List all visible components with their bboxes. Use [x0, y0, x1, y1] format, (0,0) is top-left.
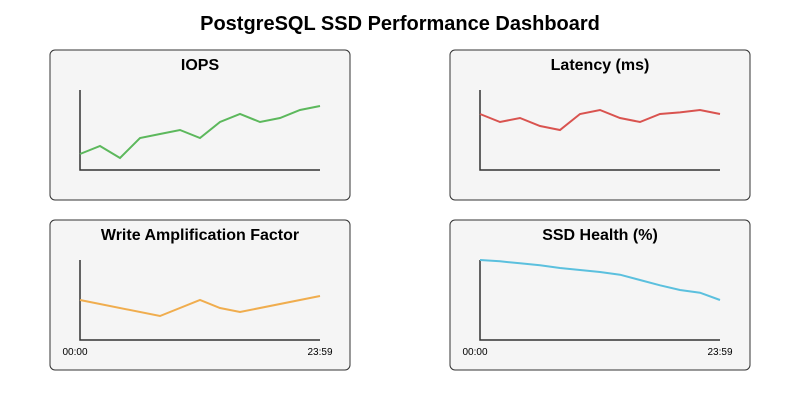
- panel-health-axes: [479, 260, 720, 341]
- panel-latency: Latency (ms): [449, 49, 751, 201]
- dashboard-title: PostgreSQL SSD Performance Dashboard: [200, 13, 600, 35]
- panel-waf-axes: [79, 260, 320, 341]
- panel-iops-frame: [49, 49, 351, 201]
- latency-series-line: [479, 108, 721, 132]
- waf-x-tick-end: 23:59: [307, 347, 332, 358]
- waf-series-line: [79, 295, 321, 318]
- panel-iops-axes: [79, 90, 320, 171]
- panel-health: SSD Health (%) 00:00 23:59: [449, 219, 751, 371]
- panel-health-title: SSD Health (%): [542, 227, 658, 244]
- panel-waf-title: Write Amplification Factor: [101, 227, 299, 244]
- panel-latency-axes: [479, 90, 720, 171]
- health-series-line: [479, 259, 721, 301]
- health-x-tick-start: 00:00: [462, 347, 487, 358]
- panel-waf-frame: [49, 219, 351, 371]
- waf-x-tick-start: 00:00: [62, 347, 87, 358]
- iops-series-line: [79, 105, 321, 160]
- panel-health-frame: [449, 219, 751, 371]
- panel-iops-title: IOPS: [181, 57, 220, 74]
- panel-waf: Write Amplification Factor 00:00 23:59: [49, 219, 351, 371]
- health-x-tick-end: 23:59: [707, 347, 732, 358]
- panel-latency-title: Latency (ms): [551, 57, 650, 74]
- panel-latency-frame: [449, 49, 751, 201]
- panel-iops: IOPS: [49, 49, 351, 201]
